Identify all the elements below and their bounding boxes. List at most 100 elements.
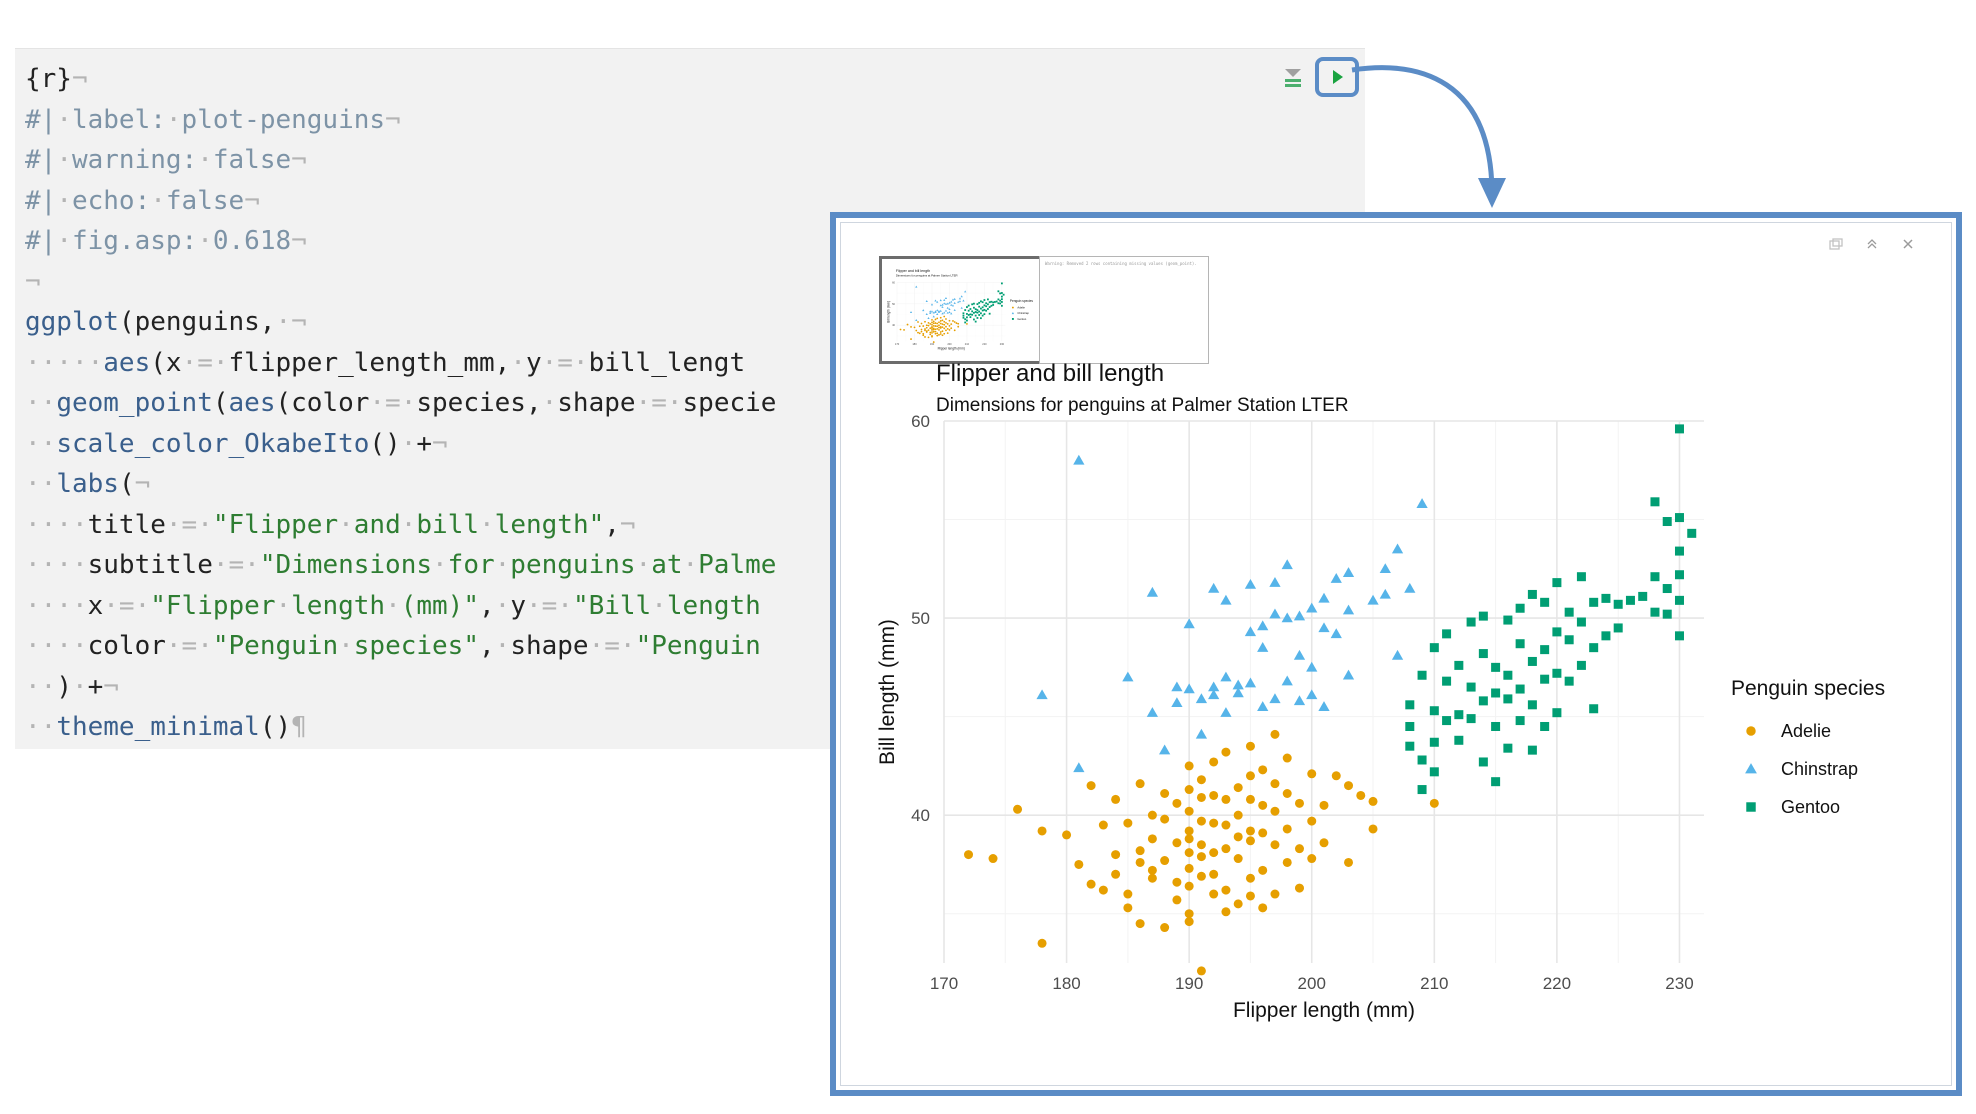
data-point	[1613, 623, 1623, 633]
data-point	[976, 309, 979, 311]
code-line[interactable]: ¬	[25, 262, 776, 303]
data-point	[931, 328, 933, 331]
scatter-plot: Flipper and bill length Dimensions for pe…	[876, 360, 1885, 1022]
code-line[interactable]: ····title·=·"Flipper·and·bill·length",¬	[25, 505, 776, 546]
whitespace-marker: ¬	[385, 104, 401, 135]
code-line[interactable]: #|·echo:·false¬	[25, 181, 776, 222]
warning-thumbnail[interactable]: Warning: Removed 2 rows containing missi…	[1039, 256, 1209, 364]
close-icon[interactable]	[1897, 233, 1919, 255]
whitespace-marker: ·	[651, 590, 667, 621]
whitespace-marker: ·	[56, 226, 72, 256]
code-line[interactable]: #|·fig.asp:·0.618¬	[25, 221, 776, 262]
data-point	[1196, 792, 1206, 802]
whitespace-marker: ·	[56, 145, 72, 175]
data-point	[936, 327, 939, 330]
data-point	[1625, 595, 1635, 605]
code-line[interactable]: ·····aes(x·=·flipper_length_mm,·y·=·bill…	[25, 343, 776, 384]
data-point	[1146, 586, 1159, 597]
data-point	[929, 311, 932, 314]
data-point	[988, 306, 991, 308]
code-line[interactable]: ··geom_point(aes(color·=·species,·shape·…	[25, 383, 776, 424]
data-point	[978, 305, 981, 308]
code-line[interactable]: #|·label:·plot-penguins¬	[25, 100, 776, 141]
y-tick-label: 50	[892, 302, 895, 306]
code-line[interactable]: ··)·+¬	[25, 667, 776, 708]
code-token: "Dimensions	[259, 550, 433, 580]
code-line[interactable]: #|·warning:·false¬	[25, 140, 776, 181]
data-point	[906, 323, 909, 326]
data-point	[939, 320, 942, 322]
data-point	[1503, 743, 1513, 753]
code-line[interactable]: ····color·=·"Penguin·species",·shape·=·"…	[25, 626, 776, 667]
data-point	[1454, 660, 1464, 670]
code-chunk[interactable]: {r}¬ #|·label:·plot-penguins¬ #|·warning:·…	[25, 59, 776, 748]
code-line[interactable]: {r}¬	[25, 59, 776, 100]
data-point	[1293, 649, 1306, 660]
data-point	[1417, 785, 1427, 795]
data-point	[939, 299, 942, 302]
data-point	[980, 317, 982, 320]
whitespace-marker: ·	[197, 145, 213, 175]
data-point	[1233, 832, 1243, 842]
data-point	[1172, 895, 1182, 905]
data-point	[1294, 798, 1304, 808]
data-point	[1111, 869, 1121, 879]
data-point	[988, 301, 991, 304]
chevron-up-double-icon[interactable]	[1861, 233, 1883, 255]
code-line[interactable]: ··theme_minimal()¶	[25, 707, 776, 748]
data-point	[1196, 775, 1206, 785]
data-point	[1576, 660, 1586, 670]
data-point	[1491, 688, 1501, 698]
data-point	[969, 313, 972, 316]
code-token: #|	[25, 185, 57, 216]
data-point	[978, 301, 981, 304]
data-point	[1478, 611, 1488, 621]
data-point	[941, 323, 944, 326]
data-point	[1356, 790, 1366, 800]
code-token: (color	[275, 388, 370, 418]
data-point	[1000, 292, 1003, 294]
data-point	[1379, 563, 1391, 574]
data-point	[946, 302, 949, 305]
data-point	[990, 304, 993, 307]
data-point	[1160, 789, 1170, 799]
data-point	[1342, 567, 1355, 577]
data-point	[1037, 826, 1047, 836]
code-token: false	[165, 185, 245, 216]
data-point	[1172, 798, 1182, 808]
data-point	[932, 324, 935, 327]
data-point	[1098, 885, 1108, 895]
whitespace-marker: ·	[197, 226, 213, 256]
data-point	[1442, 676, 1452, 686]
data-point	[924, 336, 926, 338]
data-point	[1491, 777, 1501, 787]
plot-thumbnail-selected[interactable]: Flipper and bill length Dimensions for pe…	[879, 256, 1049, 364]
code-line[interactable]: ····subtitle·=·"Dimensions·for·penguins·…	[25, 545, 776, 586]
code-token: )	[56, 671, 72, 702]
data-point	[1270, 889, 1280, 899]
expand-window-icon[interactable]	[1825, 233, 1847, 255]
data-point	[930, 303, 934, 306]
whitespace-marker: ·····	[25, 347, 104, 378]
data-point	[941, 334, 944, 337]
whitespace-marker: ·	[479, 509, 495, 540]
data-point	[1209, 848, 1219, 858]
data-point	[1281, 559, 1293, 570]
data-point	[962, 316, 965, 319]
run-chunk-button[interactable]	[1315, 57, 1359, 97]
code-line[interactable]: ····x·=·"Flipper·length·(mm)",·y·=·"Bill…	[25, 586, 776, 627]
data-point	[990, 300, 993, 303]
data-point	[1245, 891, 1255, 901]
chart-title: Flipper and bill length	[896, 269, 930, 273]
legend-label: Adelie	[1017, 305, 1025, 309]
collapse-chunk-icon[interactable]	[1283, 67, 1303, 89]
code-line[interactable]: ggplot(penguins,·¬	[25, 302, 776, 343]
data-point	[1245, 741, 1255, 751]
y-tick-label: 40	[892, 323, 895, 327]
data-point	[950, 300, 953, 303]
code-line[interactable]: ··scale_color_OkabeIto()·+¬	[25, 424, 776, 465]
data-point	[937, 310, 941, 313]
code-line[interactable]: ··labs(¬	[25, 464, 776, 505]
data-point	[945, 321, 947, 324]
play-icon	[1333, 70, 1343, 84]
